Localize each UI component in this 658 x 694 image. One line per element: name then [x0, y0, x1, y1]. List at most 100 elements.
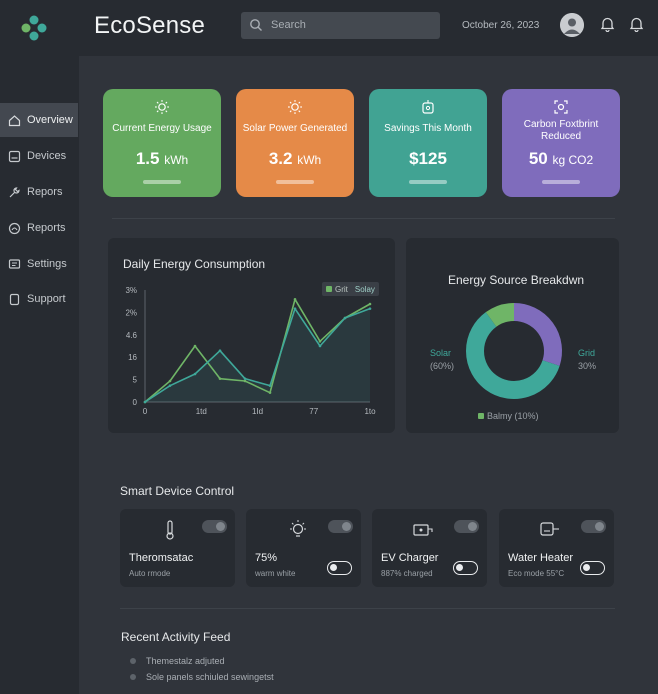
- user-icon: [560, 13, 584, 37]
- toggle-switch[interactable]: [581, 520, 606, 533]
- sidebar-item-support[interactable]: Support: [0, 282, 78, 316]
- data-point-grit: [368, 302, 372, 306]
- sun-icon: [288, 100, 302, 114]
- solar-percent: (60%): [430, 361, 455, 371]
- water-heater-icon: [540, 522, 559, 536]
- feed-bullet: [130, 674, 136, 680]
- sidebar-item-overview[interactable]: Overview: [0, 103, 78, 137]
- toggle-switch-power[interactable]: [327, 561, 352, 575]
- thermometer-icon: [166, 520, 174, 540]
- stat-card-solar-generated[interactable]: Solar Power Generated 3.2 kWh: [236, 89, 354, 197]
- device-card-ev-charger[interactable]: EV Charger 887% charged: [372, 509, 487, 587]
- series-line-grit: [144, 298, 371, 403]
- stat-value: 3.2 kWh: [268, 149, 322, 168]
- data-point-solay: [243, 377, 247, 380]
- data-point-grit: [293, 298, 297, 301]
- stat-value: 50 kg CO2: [528, 149, 594, 168]
- brand-name: EcoSense: [94, 12, 206, 39]
- data-point-solay: [293, 307, 297, 310]
- support-icon: [9, 293, 20, 305]
- ev-charger-icon: [413, 524, 433, 536]
- stat-label: Current Energy Usage: [112, 123, 212, 134]
- x-tick-label: 0: [143, 407, 148, 416]
- avatar[interactable]: [560, 13, 584, 37]
- sidebar: Overview Devices Repors Reports Settings…: [0, 56, 79, 694]
- data-point-grit: [193, 344, 197, 348]
- donut-slice-balmy: [485, 303, 515, 328]
- data-point-solay: [143, 400, 147, 404]
- search-icon: [250, 19, 262, 31]
- grid-label: Grid: [578, 348, 596, 358]
- stat-card-savings[interactable]: Savings This Month $125: [369, 89, 487, 197]
- data-point-solay: [218, 349, 222, 352]
- stat-card-carbon[interactable]: Carbon Foxtbrint Reduced 50 kg CO2: [502, 89, 620, 197]
- feed-item[interactable]: Sole panels schiuled sewingetst: [130, 672, 274, 682]
- search-input[interactable]: Search: [241, 12, 440, 39]
- feed-bullet: [130, 658, 136, 664]
- legend-label-solay: Solay: [354, 284, 375, 294]
- settings-icon: [8, 258, 21, 269]
- feed-item[interactable]: Themestalz adjuted: [130, 656, 225, 666]
- consumption-chart: 0 5 16 4.6 2% 3% 0 1td 1Id 77 1to: [125, 286, 376, 416]
- sidebar-item-repors[interactable]: Repors: [0, 175, 78, 209]
- sidebar-item-settings[interactable]: Settings: [0, 247, 78, 281]
- y-tick-label: 4.6: [126, 331, 138, 340]
- series-area-solay: [145, 308, 370, 402]
- data-point-grit: [268, 391, 272, 394]
- stat-bar: [542, 180, 580, 184]
- bell-icon[interactable]: [600, 16, 615, 32]
- device-status: 887% charged: [381, 569, 433, 578]
- notification-bell-icon[interactable]: [629, 16, 644, 32]
- stat-bar: [143, 180, 181, 184]
- data-point-solay: [318, 344, 322, 348]
- divider: [112, 218, 615, 219]
- x-tick-label: 77: [309, 407, 318, 416]
- data-point-grit: [318, 340, 322, 343]
- device-name: Theromsatac: [129, 552, 194, 564]
- device-card-thermostat[interactable]: Theromsatac Auto rmode: [120, 509, 235, 587]
- wrench-icon: [9, 186, 20, 197]
- sidebar-item-devices[interactable]: Devices: [0, 139, 78, 173]
- breakdown-donut-chart: [466, 303, 562, 399]
- toggle-switch[interactable]: [202, 520, 227, 533]
- consumption-panel: [108, 238, 395, 433]
- data-point-solay: [168, 384, 172, 387]
- toggle-switch[interactable]: [454, 520, 479, 533]
- device-card-water-heater[interactable]: Water Heater Eco mode 55°C: [499, 509, 614, 587]
- divider: [120, 608, 615, 609]
- toggle-switch[interactable]: [328, 520, 353, 533]
- piggy-bank-icon: [422, 100, 434, 114]
- devices-icon: [8, 150, 21, 162]
- y-tick-label: 2%: [125, 308, 137, 317]
- feed-title: Recent Activity Feed: [121, 630, 231, 644]
- sidebar-item-label: Reports: [27, 222, 66, 234]
- stat-label: Solar Power Generated: [242, 123, 348, 134]
- search-placeholder: Search: [271, 19, 306, 31]
- gauge-icon: [8, 222, 21, 234]
- sidebar-item-label: Support: [27, 293, 66, 305]
- stat-label: Savings This Month: [384, 123, 472, 134]
- current-date: October 26, 2023: [462, 20, 540, 31]
- data-point-grit: [218, 377, 222, 380]
- legend-label-grit: Grit: [335, 284, 348, 294]
- sidebar-item-label: Repors: [27, 186, 63, 198]
- toggle-switch-power[interactable]: [580, 561, 605, 575]
- consumption-title: Daily Energy Consumption: [123, 257, 266, 271]
- breakdown-title: Energy Source Breakdwn: [448, 273, 585, 287]
- stat-card-energy-usage[interactable]: Current Energy Usage 1.5 kWh: [103, 89, 221, 197]
- device-status: Auto rmode: [129, 569, 171, 578]
- device-status: Eco mode 55°C: [508, 569, 565, 578]
- bulb-icon: [290, 520, 306, 537]
- grid-percent: 30%: [578, 361, 597, 371]
- leaf-icon: [554, 100, 568, 114]
- y-tick-label: 16: [128, 353, 137, 362]
- toggle-switch-power[interactable]: [453, 561, 478, 575]
- data-point-solay: [343, 316, 347, 320]
- sidebar-item-label: Overview: [27, 114, 73, 126]
- data-point-solay: [268, 384, 272, 387]
- stat-value: 1.5 kWh: [135, 149, 189, 168]
- x-tick-label: 1Id: [252, 407, 263, 416]
- device-card-light[interactable]: 75% warm white: [246, 509, 361, 587]
- sidebar-item-reports[interactable]: Reports: [0, 211, 78, 245]
- data-point-solay: [193, 372, 197, 376]
